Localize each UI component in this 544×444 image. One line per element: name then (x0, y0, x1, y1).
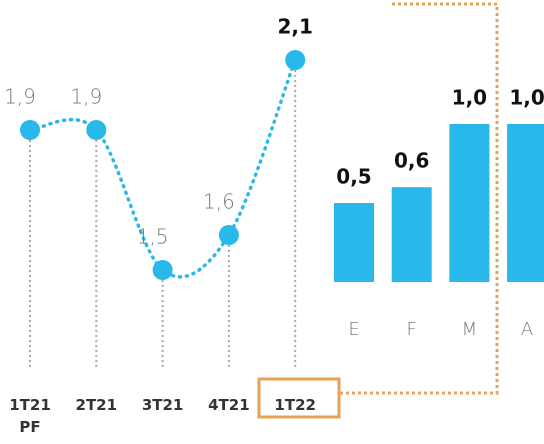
highlight-frame (340, 2, 499, 395)
category-label: M (462, 319, 478, 340)
value-label: 2,1 (277, 15, 312, 39)
value-label: 1,5 (137, 225, 169, 249)
bar (507, 124, 544, 282)
value-label: 1,9 (4, 85, 36, 109)
value-label: 1,0 (509, 86, 544, 110)
category-label: 4T21 (208, 396, 250, 414)
value-label: 1,9 (70, 85, 102, 109)
category-label: 1T21 PF (9, 396, 51, 436)
category-label: 1T22 (274, 396, 316, 414)
category-label: 3T21 (141, 396, 184, 414)
value-label: 1,6 (203, 190, 235, 214)
point (218, 225, 239, 245)
point (285, 50, 306, 70)
point (20, 120, 40, 140)
bar (334, 203, 374, 282)
bar (449, 124, 490, 282)
highlight-box (257, 377, 341, 419)
category-label: 2T21 (75, 396, 118, 414)
point (86, 120, 107, 140)
bar (391, 187, 432, 282)
category-label: F (407, 319, 417, 340)
point (152, 260, 173, 280)
value-label: 0,6 (394, 149, 429, 173)
category-label: E (348, 319, 359, 340)
category-label: A (521, 319, 533, 340)
value-label: 0,5 (336, 165, 371, 189)
value-label: 1,0 (452, 86, 487, 110)
